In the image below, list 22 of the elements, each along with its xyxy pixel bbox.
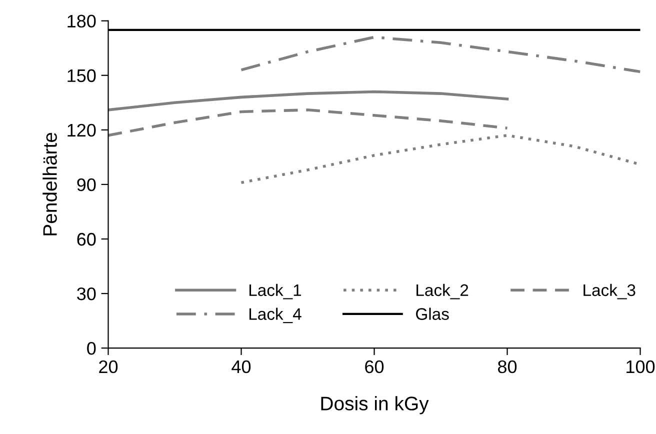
y-tick-label: 30 <box>77 287 96 300</box>
y-tick-label: 180 <box>68 14 96 28</box>
x-tick-label: 60 <box>365 360 384 374</box>
y-tick-label: 60 <box>77 232 96 246</box>
legend-label: Lack_3 <box>584 284 636 300</box>
legend-label: Lack_1 <box>249 284 302 300</box>
legend-label: Lack_2 <box>416 284 468 300</box>
y-tick-label: 0 <box>87 342 96 355</box>
line-series <box>240 36 640 74</box>
legend-label: Lack_4 <box>249 308 302 324</box>
x-axis-title: Dosis in kGy <box>321 396 429 414</box>
x-tick-label: 20 <box>99 360 118 374</box>
legend-label: Glas <box>416 308 449 320</box>
y-tick-label: 120 <box>68 124 96 137</box>
y-tick-label: 150 <box>68 69 96 82</box>
line-series <box>108 90 509 112</box>
y-tick-label: 90 <box>77 178 96 192</box>
x-tick-label: 40 <box>232 360 251 374</box>
y-axis-title: Pendelhärte <box>42 132 57 236</box>
x-tick-label: 80 <box>498 360 517 374</box>
line-series <box>108 108 509 137</box>
x-tick-label: 100 <box>626 360 655 374</box>
